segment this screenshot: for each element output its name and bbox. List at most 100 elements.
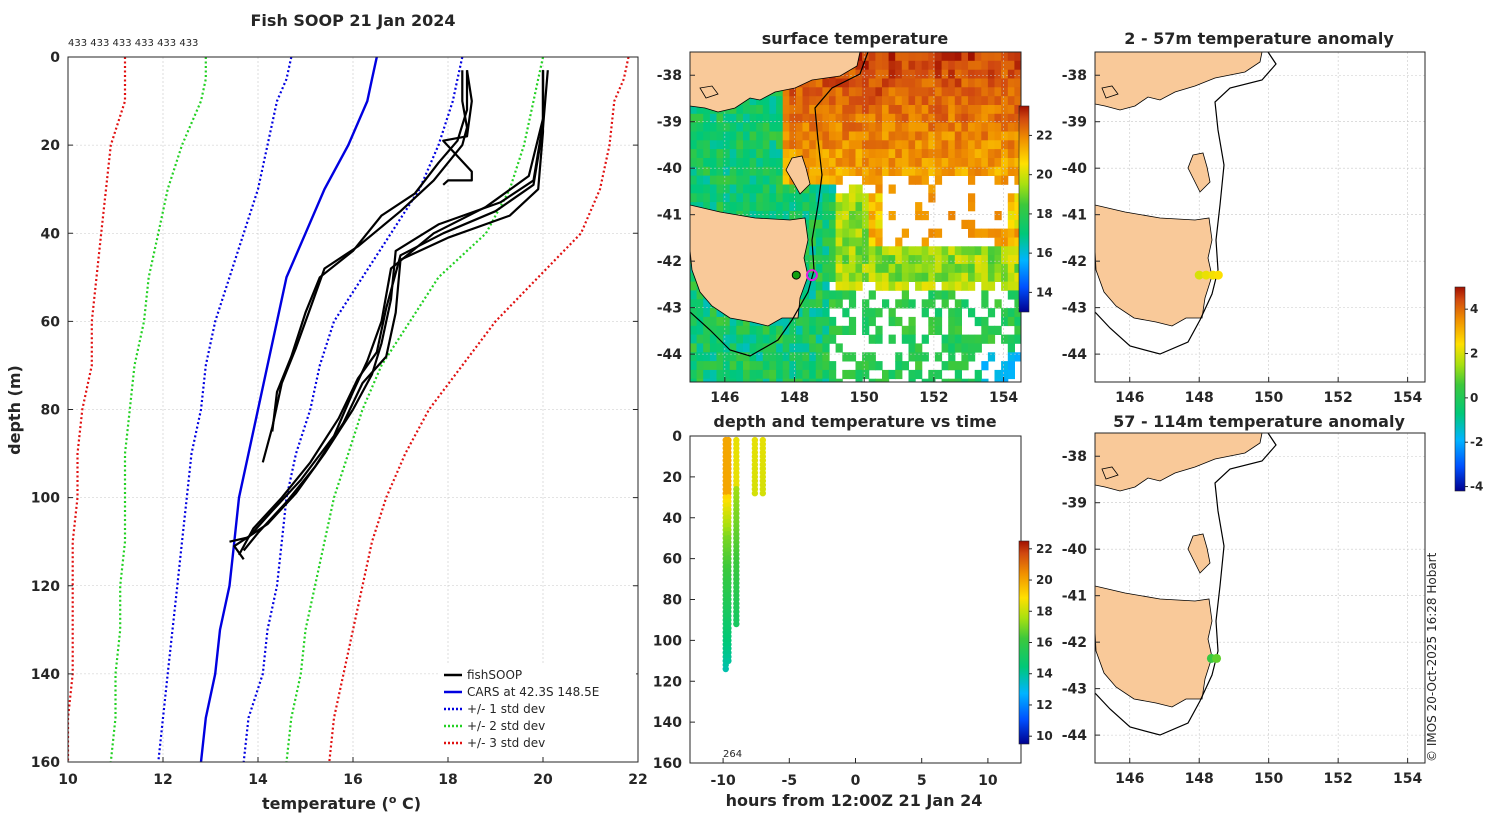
sst-cell [987, 113, 996, 123]
anomaly-lower-bay [1101, 466, 1119, 480]
sst-cell [895, 281, 903, 291]
sst-cell [809, 219, 817, 229]
sst-cell [815, 325, 823, 335]
sst-y-tick: -44 [657, 347, 683, 363]
sst-cell [822, 158, 830, 168]
sst-cell [829, 140, 837, 150]
sst-cell [690, 113, 698, 123]
sst-cell [968, 166, 976, 176]
legend-label-cars: CARS at 42.3S 148.5E [467, 685, 599, 699]
sst-cell [934, 228, 943, 238]
sst-cell [703, 308, 711, 318]
sst-cell [1001, 105, 1009, 115]
sst-cell [703, 140, 711, 150]
sst-cell [822, 219, 830, 229]
sst-cell [888, 96, 896, 106]
sst-cell [709, 193, 718, 203]
sst-cell [809, 193, 817, 203]
sst-cell [842, 281, 850, 291]
sst-cell [789, 325, 797, 335]
sst-cell [868, 60, 876, 70]
sst-cell [862, 369, 870, 380]
sst-cell [749, 131, 757, 141]
sst-cell [987, 122, 996, 132]
sst-cell [868, 352, 876, 362]
sst-colorbar-tick: 20 [1036, 168, 1053, 182]
sst-cell [901, 263, 909, 274]
sst-cell [921, 211, 929, 221]
sst-cell [703, 361, 711, 371]
sst-cell [961, 149, 969, 159]
sst-cell [736, 343, 744, 353]
sst-cell [809, 263, 817, 274]
sst-cell [862, 175, 870, 185]
sst-cell [756, 131, 764, 141]
sst-cell [1001, 237, 1009, 247]
sst-cell [822, 361, 830, 371]
std3-low-line [68, 57, 127, 762]
sst-cell [968, 140, 976, 150]
sst-cell [974, 60, 982, 70]
sst-cell [756, 122, 764, 132]
sst-cell [762, 122, 770, 132]
sst-cell [809, 122, 817, 132]
sst-cell [948, 308, 956, 318]
sst-cell [1014, 60, 1021, 70]
sst-colorbar-tick: 22 [1036, 128, 1053, 142]
time-title: depth and temperature vs time [713, 412, 996, 431]
sst-cell [974, 246, 982, 256]
sst-cell [736, 158, 744, 168]
sst-cell [974, 166, 982, 176]
sst-cell [941, 272, 949, 282]
sst-cell [756, 166, 764, 176]
sst-cell [802, 378, 810, 382]
sst-cell [934, 272, 943, 282]
sst-cell [782, 96, 790, 106]
sst-cell [829, 202, 837, 212]
sst-cell [703, 158, 711, 168]
sst-cell [729, 105, 737, 115]
sst-cell [782, 202, 790, 212]
sst-cell [696, 308, 704, 318]
sst-cell [1014, 52, 1021, 62]
sst-cell [895, 316, 903, 327]
sst-cell [795, 325, 804, 335]
sst-cell [1007, 60, 1015, 70]
sst-cell [848, 325, 857, 335]
sst-cell [829, 272, 837, 282]
sst-cell [802, 149, 810, 159]
sst-cell [729, 122, 737, 132]
sst-cell [994, 113, 1002, 123]
sst-cell [736, 113, 744, 123]
sst-cell [723, 361, 731, 371]
sst-cell [901, 96, 909, 106]
sst-cell [994, 60, 1002, 70]
sst-cell [709, 149, 718, 159]
sst-cell [868, 140, 876, 150]
sst-cell [875, 60, 883, 70]
sst-cell [829, 334, 837, 344]
sst-cell [756, 334, 764, 344]
sst-cell [1001, 122, 1009, 132]
sst-cell [822, 272, 830, 282]
sst-cell [743, 361, 751, 371]
sst-cell [842, 308, 850, 318]
sst-cell [749, 140, 757, 150]
legend-label-fishsoop: fishSOOP [467, 668, 522, 682]
sst-cell [974, 140, 982, 150]
sst-cell [815, 308, 823, 318]
sst-cell [848, 131, 857, 141]
sst-cell [842, 105, 850, 115]
anomaly-lower-title: 57 - 114m temperature anomaly [1113, 412, 1405, 431]
sst-cell [901, 246, 909, 256]
sst-cell [795, 378, 804, 382]
sst-cell [729, 149, 737, 159]
sst-cell [961, 166, 969, 176]
sst-cell [736, 361, 744, 371]
sst-cell [875, 325, 883, 335]
sst-cell [934, 122, 943, 132]
sst-cell [1014, 263, 1021, 274]
sst-cell [934, 87, 943, 97]
sst-cell [948, 255, 956, 265]
sst-cell [769, 131, 777, 141]
